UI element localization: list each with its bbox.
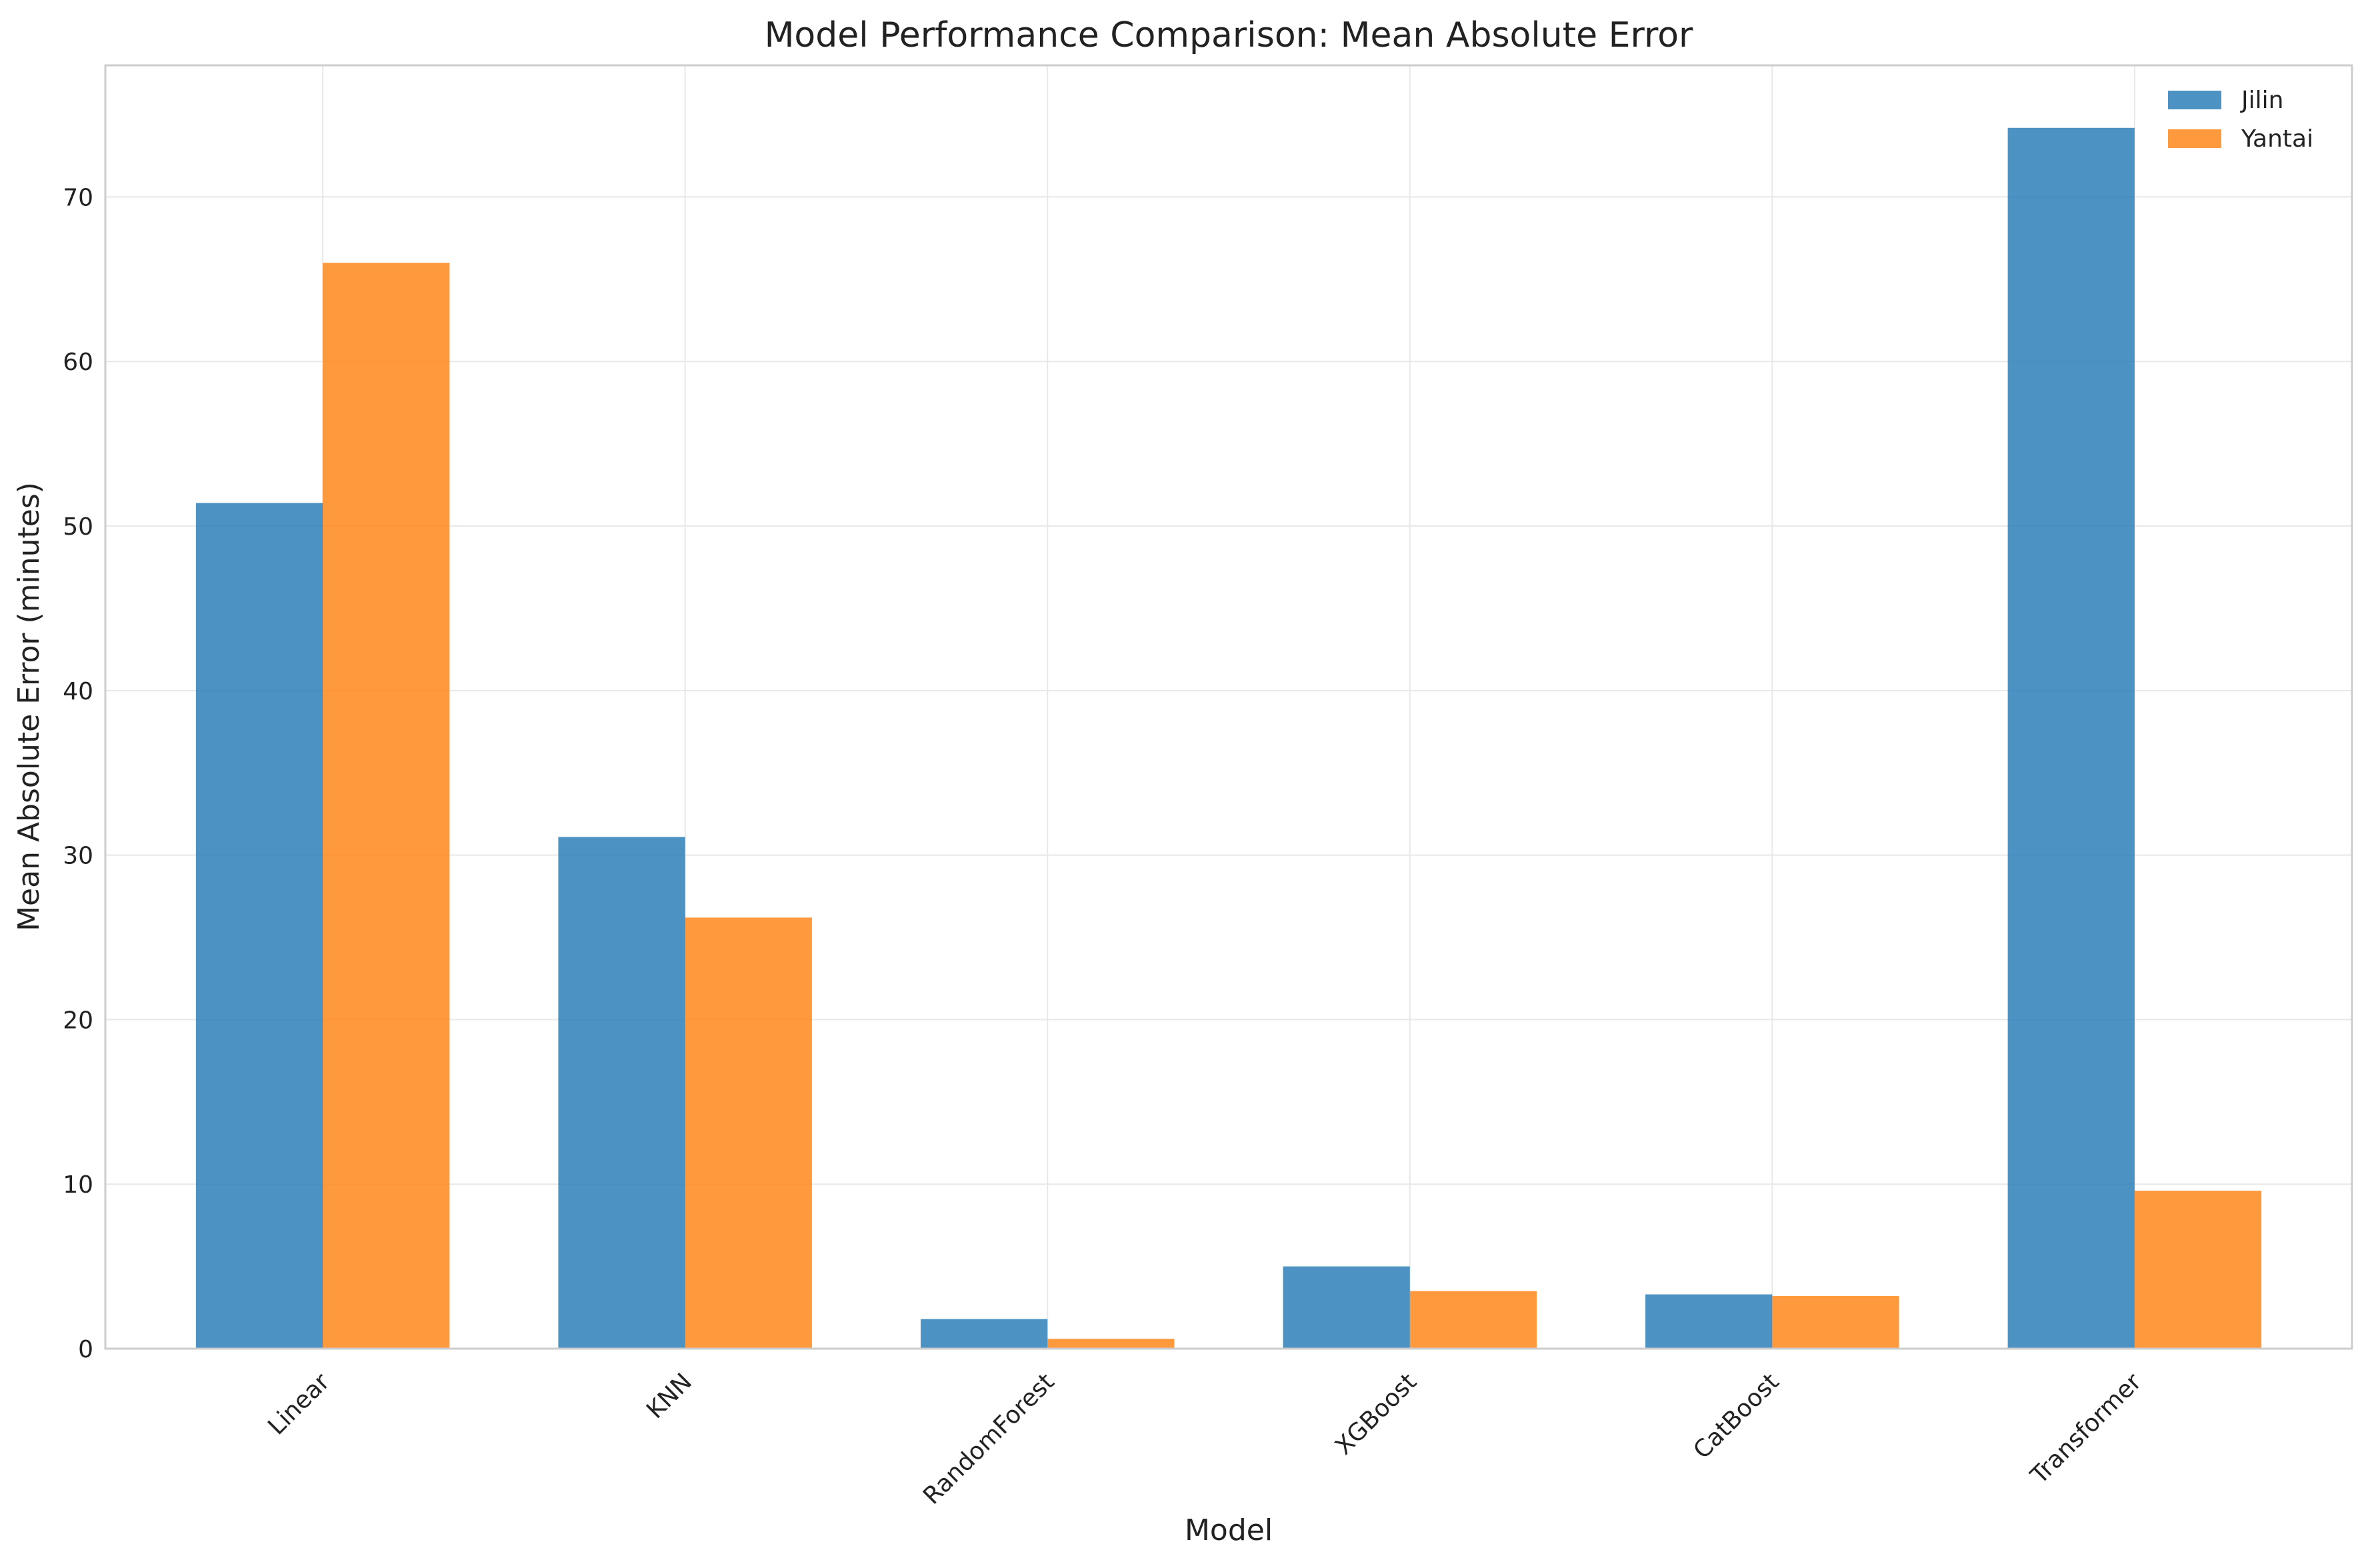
bar-jilin-xgboost xyxy=(1283,1266,1410,1349)
chart-title: Model Performance Comparison: Mean Absol… xyxy=(765,15,1693,55)
legend: Jilin Yantai xyxy=(2168,87,2313,153)
bar-yantai-linear xyxy=(323,263,450,1349)
bar-jilin-randomforest xyxy=(920,1319,1048,1349)
legend-swatch-yantai xyxy=(2168,129,2221,148)
y-tick-label: 20 xyxy=(63,1007,93,1034)
y-tick-label: 50 xyxy=(63,513,93,541)
bar-jilin-transformer xyxy=(2007,127,2135,1349)
bar-yantai-randomforest xyxy=(1047,1339,1175,1349)
bar-jilin-knn xyxy=(558,837,685,1349)
bar-jilin-linear xyxy=(195,503,323,1349)
x-axis-label: Model xyxy=(1185,1513,1273,1547)
bars xyxy=(195,127,2262,1349)
legend-label-yantai: Yantai xyxy=(2241,125,2313,153)
y-tick-label: 40 xyxy=(63,678,93,705)
bar-yantai-catboost xyxy=(1772,1296,1899,1349)
plot-frame xyxy=(104,64,2353,1350)
bar-jilin-catboost xyxy=(1645,1294,1773,1349)
legend-label-jilin: Jilin xyxy=(2240,87,2283,114)
y-tick-label: 70 xyxy=(63,184,93,211)
bar-yantai-transformer xyxy=(2134,1191,2262,1349)
y-axis-label: Mean Absolute Error (minutes) xyxy=(12,482,46,931)
legend-swatch-jilin xyxy=(2168,91,2221,109)
bar-yantai-knn xyxy=(685,917,812,1349)
y-tick-label: 30 xyxy=(63,843,93,870)
y-tick-label: 0 xyxy=(78,1336,93,1363)
bar-yantai-xgboost xyxy=(1409,1291,1537,1349)
y-tick-label: 10 xyxy=(63,1171,93,1199)
y-axis-ticks: 0 10 20 30 40 50 60 70 xyxy=(63,184,93,1363)
y-tick-label: 60 xyxy=(63,349,93,376)
